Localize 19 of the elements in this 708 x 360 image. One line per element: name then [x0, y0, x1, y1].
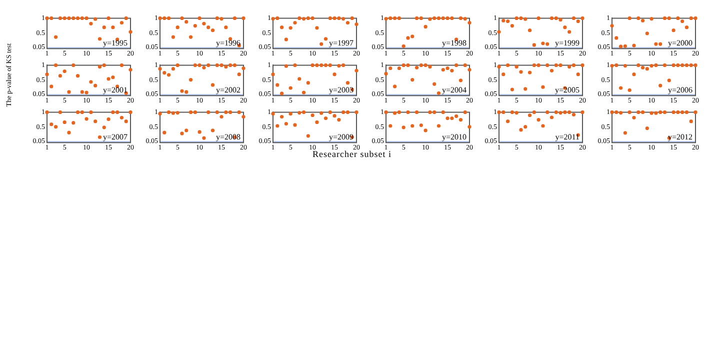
annotation: y=2003: [328, 86, 354, 95]
annotation: y=1996: [216, 38, 240, 48]
annotation: y=1998: [442, 38, 466, 48]
annotation: y=2010: [442, 132, 466, 142]
annotation: y=2007: [102, 132, 128, 142]
annotation: y=2006: [668, 86, 692, 95]
annotation: y=2005: [554, 86, 580, 95]
annotation: y=2008: [216, 132, 240, 142]
x-axis-title: Researcher subset i: [312, 149, 392, 159]
annotation: y=2001: [102, 86, 128, 95]
annotation: y=1995: [102, 38, 128, 48]
annotation: y=1997: [328, 38, 354, 48]
annotation: y=2000: [668, 38, 692, 48]
annotation: y=2004: [442, 86, 466, 95]
annotation: y=2011: [555, 132, 580, 142]
annotation: y=2002: [216, 86, 240, 95]
annotation: y=1999: [554, 38, 580, 48]
annotation: y=2012: [668, 132, 692, 142]
annotation: y=2009: [328, 132, 354, 142]
